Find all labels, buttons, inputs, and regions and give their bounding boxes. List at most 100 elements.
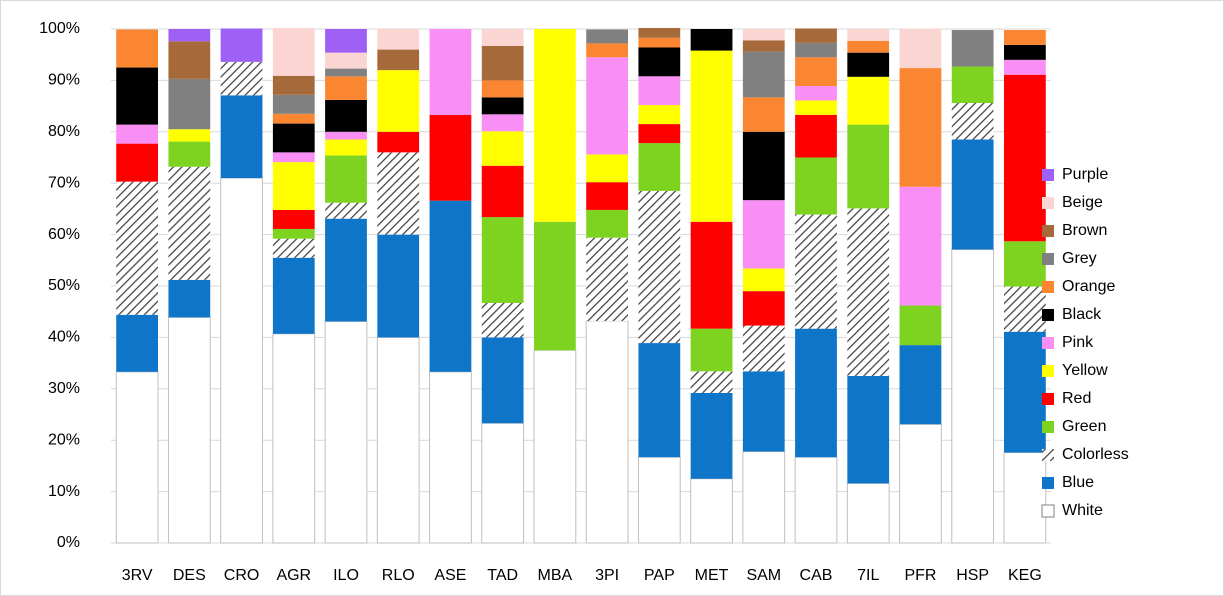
bar-segment xyxy=(168,78,211,130)
legend-label: Grey xyxy=(1062,250,1097,267)
bar-segment xyxy=(690,392,733,479)
bar-segment xyxy=(220,28,263,62)
y-tick-label: 30% xyxy=(48,380,80,397)
bar-segment xyxy=(272,333,316,544)
bar-segment xyxy=(742,51,785,98)
bar-segment xyxy=(325,52,367,69)
bar-segment xyxy=(377,29,420,50)
bar-segment xyxy=(325,29,367,53)
x-tick-label: SAM xyxy=(746,567,781,584)
bar-segment xyxy=(481,165,524,218)
bar-segment xyxy=(795,214,837,329)
bar-segment xyxy=(272,162,315,210)
legend-swatch xyxy=(1042,337,1054,349)
legend-swatch xyxy=(1042,281,1054,293)
x-tick-label: PAP xyxy=(644,567,675,584)
bar-segment xyxy=(324,320,368,544)
x-tick-label: CAB xyxy=(800,567,833,584)
bar-segment xyxy=(951,30,994,67)
bar-segment xyxy=(272,238,315,258)
bar-segment xyxy=(847,52,890,77)
x-tick-label: DES xyxy=(173,567,206,584)
bar-segment xyxy=(376,336,420,544)
bar-segment xyxy=(534,29,576,222)
bar-segment xyxy=(794,456,838,544)
bar-segment xyxy=(534,221,576,351)
bar-segment xyxy=(899,68,942,187)
x-tick-label: RLO xyxy=(382,567,415,584)
bar-segment xyxy=(899,186,942,306)
x-tick-label: 3RV xyxy=(122,567,153,584)
legend-swatch xyxy=(1042,421,1054,433)
y-tick-label: 90% xyxy=(48,72,80,89)
x-tick-label: 7IL xyxy=(857,567,879,584)
bar-segment xyxy=(377,70,420,132)
bar-segment xyxy=(638,124,681,144)
bar-segment xyxy=(638,105,681,125)
bar-segment xyxy=(690,478,733,544)
bar-segment xyxy=(220,95,263,179)
bar-segment xyxy=(481,337,524,424)
bar-segment xyxy=(481,80,524,98)
bar-segment xyxy=(637,456,681,544)
x-tick-label: TAD xyxy=(487,567,518,584)
bar-segment xyxy=(272,75,315,95)
x-tick-label: 3PI xyxy=(595,567,619,584)
bar-segment xyxy=(795,42,837,58)
bar-segment xyxy=(951,66,994,104)
y-tick-label: 40% xyxy=(48,329,80,346)
bar-segment xyxy=(220,177,263,544)
x-tick-label: MET xyxy=(695,567,729,584)
legend-swatch xyxy=(1042,309,1054,321)
bar-segment xyxy=(742,29,785,41)
bar-segment xyxy=(377,152,420,235)
bar-segment xyxy=(795,157,837,215)
legend-label: Purple xyxy=(1062,166,1108,183)
legend-label: Yellow xyxy=(1062,362,1108,379)
bar-segment xyxy=(429,29,472,115)
legend-swatch xyxy=(1042,449,1054,461)
bar-segment xyxy=(272,152,315,163)
bar-segment xyxy=(742,268,785,292)
bar-segment xyxy=(638,27,681,38)
bar-segment xyxy=(116,314,158,372)
x-tick-label: KEG xyxy=(1008,567,1042,584)
bar-segment xyxy=(1004,44,1046,60)
bar-segment xyxy=(481,217,524,303)
bar-segment xyxy=(690,50,733,222)
x-tick-label: HSP xyxy=(956,567,989,584)
bar-segment xyxy=(325,68,367,77)
bar-segment xyxy=(115,371,159,544)
legend-swatch xyxy=(1042,477,1054,489)
bar-segment xyxy=(951,103,994,140)
bar-segment xyxy=(272,113,315,124)
bar-segment xyxy=(586,209,628,238)
bar-segment xyxy=(116,181,158,315)
bar-segment xyxy=(116,143,158,182)
bar-segment xyxy=(220,61,263,96)
bar-segment xyxy=(168,279,211,318)
bar-segment xyxy=(899,423,942,544)
bar-segment xyxy=(429,371,472,544)
bar-segment xyxy=(742,371,785,452)
bar-segment xyxy=(690,221,733,329)
legend-swatch xyxy=(1041,504,1055,518)
bar-segment xyxy=(429,114,472,201)
bar-segment xyxy=(951,139,994,250)
bar-segment xyxy=(272,94,315,114)
bar-segment xyxy=(638,143,681,191)
bar-segment xyxy=(1004,241,1046,287)
bar-segment xyxy=(690,371,733,393)
bar-segment xyxy=(325,99,367,132)
bar-segment xyxy=(1004,74,1046,242)
x-tick-label: CRO xyxy=(224,567,260,584)
y-tick-label: 70% xyxy=(48,174,80,191)
bar-segment xyxy=(325,155,367,203)
bar-segment xyxy=(168,141,211,167)
bar-segment xyxy=(586,154,628,183)
bar-segment xyxy=(846,482,890,544)
bar-segment xyxy=(638,190,681,344)
bar-segment xyxy=(690,328,733,372)
bar-segment xyxy=(899,28,942,69)
bar-segment xyxy=(638,76,681,106)
